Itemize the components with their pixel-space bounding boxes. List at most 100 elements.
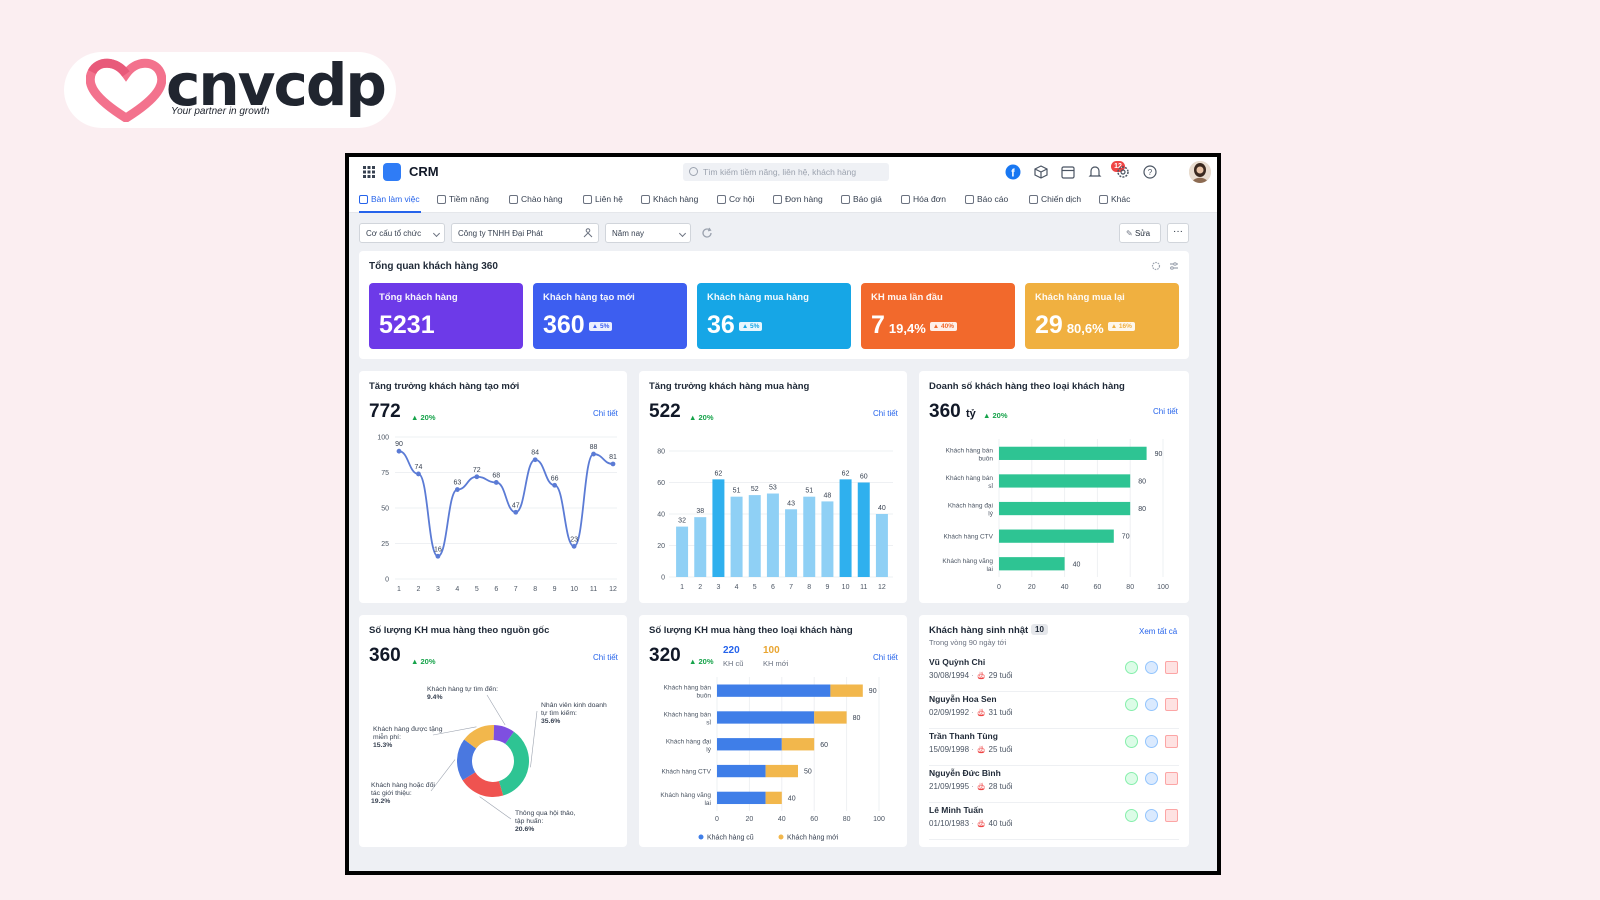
- separator-dot: ·: [969, 671, 977, 680]
- stat-tile[interactable]: KH mua lần đầu 7 19,4% ▲ 40%: [861, 283, 1015, 349]
- stat-label: Tổng khách hàng: [379, 292, 458, 303]
- stat-tile[interactable]: Khách hàng tạo mới 360 ▲ 5%: [533, 283, 687, 349]
- app-grid-icon[interactable]: [363, 166, 375, 178]
- birthday-row[interactable]: Nguyễn Hoa Sen 02/09/1992 · 🎂︎ 31 tuổi: [929, 692, 1179, 729]
- period-select[interactable]: Năm nay: [605, 223, 691, 243]
- chat-icon[interactable]: [1145, 772, 1158, 785]
- detail-link[interactable]: Chi tiết: [873, 409, 898, 418]
- card-title: Số lượng KH mua hàng theo nguồn gốc: [369, 625, 550, 636]
- birthday-card: Khách hàng sinh nhật 10 Trong vòng 90 ng…: [919, 615, 1189, 847]
- mail-icon[interactable]: [1165, 809, 1178, 822]
- nav-tab-9[interactable]: Báo cáo: [965, 194, 1008, 204]
- phone-icon[interactable]: [1125, 661, 1138, 674]
- purchase-growth-card: Tăng trưởng khách hàng mua hàng 522 ▲ 20…: [639, 371, 907, 603]
- nav-tab-5[interactable]: Cơ hội: [717, 194, 754, 204]
- nav-tab-1[interactable]: Tiềm năng: [437, 194, 489, 204]
- view-all-link[interactable]: Xem tất cả: [1139, 627, 1178, 636]
- stacked-bar-segment: [781, 738, 815, 751]
- nav-tab-3[interactable]: Liên hệ: [583, 194, 623, 204]
- org-structure-select[interactable]: Cơ cấu tổ chức: [359, 223, 445, 243]
- donut-slice: [493, 725, 514, 744]
- x-tick-label: 10: [570, 586, 578, 593]
- org-structure-value: Cơ cấu tổ chức: [366, 229, 422, 238]
- stat-tile[interactable]: Tổng khách hàng 5231: [369, 283, 523, 349]
- nav-tab-label: Cơ hội: [729, 194, 755, 204]
- mail-icon[interactable]: [1165, 698, 1178, 711]
- chevron-down-icon: [432, 229, 441, 238]
- phone-icon[interactable]: [1125, 735, 1138, 748]
- stacked-bar-segment: [717, 791, 766, 805]
- gift-icon: 🎂︎: [976, 745, 987, 754]
- phone-icon[interactable]: [1125, 772, 1138, 785]
- birthday-row[interactable]: Nguyễn Đức Bình 21/09/1995 · 🎂︎ 28 tuổi: [929, 766, 1179, 803]
- x-tick-label: 100: [1157, 584, 1169, 591]
- nav-tab-label: Hóa đơn: [913, 194, 946, 204]
- birthday-row[interactable]: Trần Thanh Tùng 15/09/1998 · 🎂︎ 25 tuổi: [929, 729, 1179, 766]
- nav-tab-7[interactable]: Báo giá: [841, 194, 882, 204]
- new-customer-count: 100: [763, 645, 780, 656]
- bell-icon[interactable]: [1087, 164, 1103, 180]
- box-icon[interactable]: [1033, 164, 1049, 180]
- chat-icon[interactable]: [1145, 698, 1158, 711]
- nav-tab-6[interactable]: Đơn hàng: [773, 194, 823, 204]
- nav-tab-10[interactable]: Chiến dịch: [1029, 194, 1081, 204]
- detail-link[interactable]: Chi tiết: [1153, 407, 1178, 416]
- stat-tile[interactable]: Khách hàng mua lại 29 80,6% ▲ 16%: [1025, 283, 1179, 349]
- gift-icon: 🎂︎: [976, 819, 987, 828]
- facebook-icon[interactable]: f: [1005, 164, 1021, 180]
- detail-link[interactable]: Chi tiết: [593, 409, 618, 418]
- stat-tile[interactable]: Khách hàng mua hàng 36 ▲ 5%: [697, 283, 851, 349]
- mail-icon[interactable]: [1165, 661, 1178, 674]
- data-label: 68: [492, 472, 500, 479]
- category-label: Khách hàng CTV: [943, 534, 993, 541]
- bar: [766, 493, 779, 577]
- nav-tab-label: Khách hàng: [653, 194, 699, 204]
- x-tick-label: 0: [997, 584, 1001, 591]
- search-input[interactable]: Tìm kiếm tiềm năng, liên hệ, khách hàng: [683, 163, 889, 181]
- leader-line: [479, 796, 512, 820]
- nav-tab-11[interactable]: Khác: [1099, 194, 1130, 204]
- company-select[interactable]: Công ty TNHH Đại Phát: [451, 223, 599, 243]
- more-options-button[interactable]: ···: [1167, 223, 1189, 243]
- bar: [821, 501, 834, 577]
- card-title: Khách hàng sinh nhật: [929, 625, 1029, 636]
- detail-link[interactable]: Chi tiết: [873, 653, 898, 662]
- nav-tab-4[interactable]: Khách hàng: [641, 194, 698, 204]
- mail-icon[interactable]: [1165, 735, 1178, 748]
- birthday-row[interactable]: Vũ Quỳnh Chi 30/08/1994 · 🎂︎ 29 tuổi: [929, 655, 1179, 692]
- stacked-bar-segment: [814, 711, 847, 724]
- x-tick-label: 80: [1126, 584, 1134, 591]
- nav-tab-icon: [641, 194, 650, 204]
- user-avatar[interactable]: [1189, 161, 1211, 183]
- refresh-icon[interactable]: [701, 227, 713, 239]
- birthday-row[interactable]: Lê Minh Tuấn 01/10/1983 · 🎂︎ 40 tuổi: [929, 803, 1179, 840]
- chat-icon[interactable]: [1145, 809, 1158, 822]
- edit-button[interactable]: ✎ Sửa: [1119, 223, 1161, 243]
- help-icon[interactable]: ?: [1142, 164, 1158, 180]
- sliders-icon[interactable]: [1169, 261, 1179, 271]
- stat-value-row: 36 ▲ 5%: [707, 311, 763, 340]
- birth-date: 02/09/1992: [929, 708, 970, 717]
- stat-change-badge: ▲ 16%: [1107, 321, 1135, 331]
- settings-icon[interactable]: [1151, 261, 1161, 271]
- chat-icon[interactable]: [1145, 661, 1158, 674]
- nav-tab-label: Báo cáo: [977, 194, 1009, 204]
- gear-icon[interactable]: [1115, 164, 1131, 180]
- phone-icon[interactable]: [1125, 809, 1138, 822]
- calendar-icon[interactable]: [1060, 164, 1076, 180]
- crm-window: CRM Tìm kiếm tiềm năng, liên hệ, khách h…: [345, 153, 1221, 875]
- legend-label: Khách hàng cũ: [707, 835, 754, 842]
- old-customer-label: KH cũ: [723, 659, 744, 668]
- data-label: 52: [751, 486, 759, 493]
- phone-icon[interactable]: [1125, 698, 1138, 711]
- detail-link[interactable]: Chi tiết: [593, 653, 618, 662]
- separator-dot: ·: [969, 745, 977, 754]
- x-tick-label: 100: [873, 816, 885, 823]
- mail-icon[interactable]: [1165, 772, 1178, 785]
- nav-tab-8[interactable]: Hóa đơn: [901, 194, 946, 204]
- nav-tab-2[interactable]: Chào hàng: [509, 194, 563, 204]
- chat-icon[interactable]: [1145, 735, 1158, 748]
- stacked-bar-segment: [717, 711, 815, 724]
- birthday-count-badge: 10: [1031, 624, 1048, 635]
- nav-tab-0[interactable]: Bàn làm việc: [359, 194, 420, 204]
